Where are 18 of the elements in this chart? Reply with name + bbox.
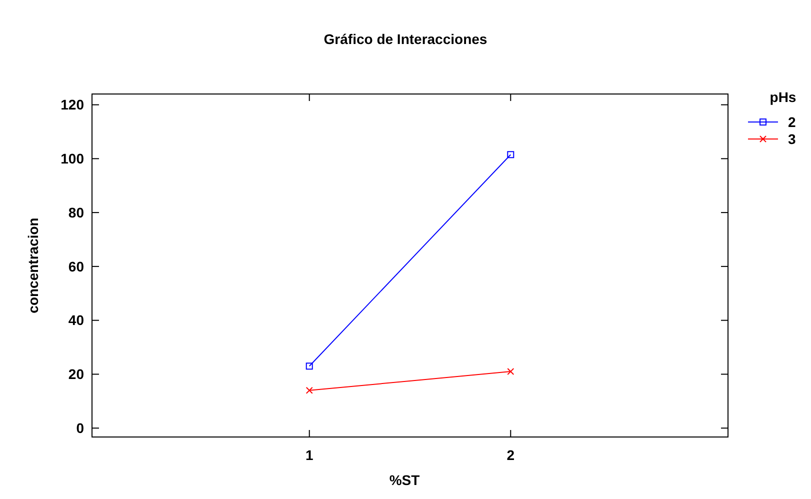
y-tick-label: 60	[68, 258, 84, 274]
x-axis-title: %ST	[389, 472, 420, 488]
point	[306, 362, 313, 370]
chart-title: Gráfico de Interacciones	[324, 31, 488, 47]
point	[306, 386, 313, 394]
y-tick-label: 0	[76, 420, 84, 436]
legend-label: 3	[788, 130, 796, 147]
point	[507, 368, 514, 376]
legend-label: 2	[788, 114, 796, 130]
y-tick-label: 40	[68, 312, 84, 328]
legend-title: pHs	[770, 89, 796, 105]
y-axis-title: concentracion	[25, 218, 41, 314]
y-tick-label: 80	[68, 204, 84, 220]
point	[507, 151, 514, 158]
x-tick-label: 1	[305, 447, 314, 463]
y-tick-label: 20	[68, 366, 84, 382]
y-tick-label: 120	[60, 96, 84, 113]
y-tick-label: 100	[60, 150, 84, 167]
